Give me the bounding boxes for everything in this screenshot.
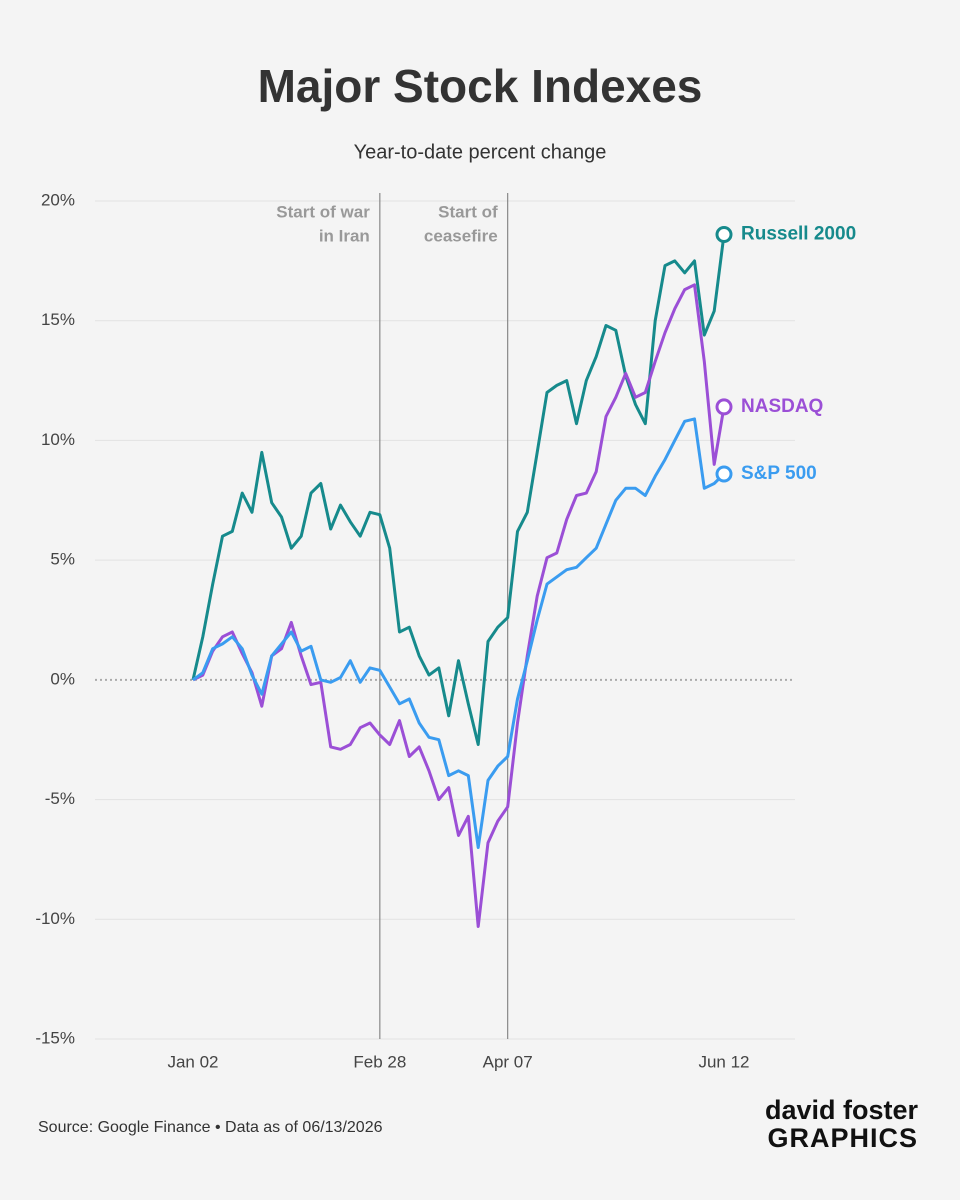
y-tick-label: 20% <box>41 190 75 209</box>
series-label: S&P 500 <box>741 463 817 484</box>
end-marker <box>715 465 733 483</box>
series-label: Russell 2000 <box>741 224 856 245</box>
series-line <box>192 283 726 928</box>
y-tick-label: -10% <box>35 909 75 928</box>
annotation-text: in Iran <box>319 226 370 245</box>
y-tick-label: -5% <box>45 789 75 808</box>
annotation-text: Start of <box>438 202 498 221</box>
x-tick-label: Feb 28 <box>353 1052 406 1071</box>
series-label: NASDAQ <box>741 396 823 417</box>
series-line <box>191 234 726 746</box>
x-tick-label: Jan 02 <box>167 1052 218 1071</box>
y-tick-label: 10% <box>41 430 75 449</box>
brand-line-1: david foster <box>765 1095 919 1125</box>
y-tick-label: 0% <box>50 669 75 688</box>
x-tick-label: Jun 12 <box>698 1052 749 1071</box>
series-line <box>192 417 726 849</box>
chart-title: Major Stock Indexes <box>258 60 703 112</box>
source-note: Source: Google Finance • Data as of 06/1… <box>38 1119 383 1136</box>
end-marker <box>715 398 733 416</box>
annotation-text: ceasefire <box>424 226 498 245</box>
annotation-text: Start of war <box>276 202 370 221</box>
chart-subtitle: Year-to-date percent change <box>354 141 607 163</box>
y-tick-label: 15% <box>41 310 75 329</box>
y-tick-label: 5% <box>50 550 75 569</box>
y-tick-label: -15% <box>35 1028 75 1047</box>
end-marker <box>715 226 733 244</box>
brand-line-2: GRAPHICS <box>767 1123 918 1153</box>
x-tick-label: Apr 07 <box>483 1052 533 1071</box>
